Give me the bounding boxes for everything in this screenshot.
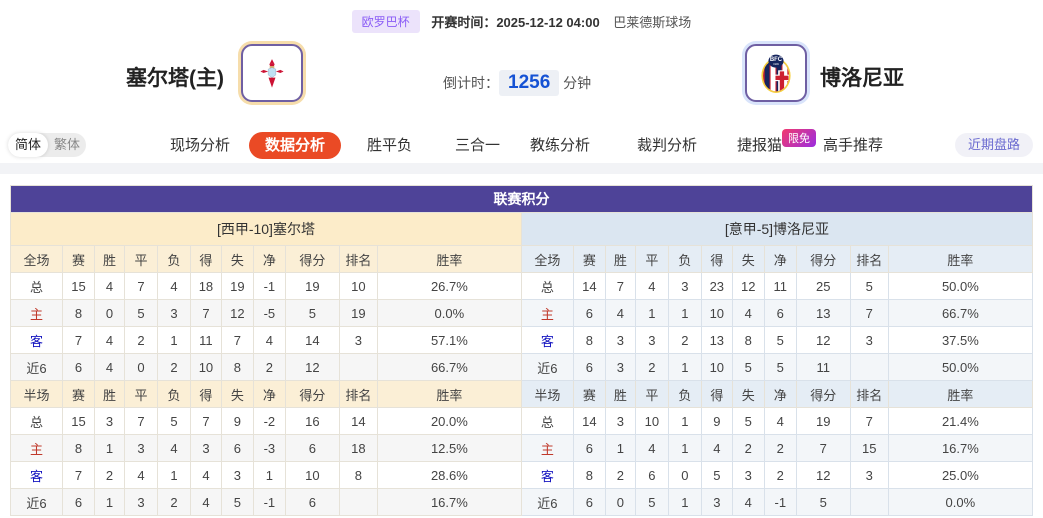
svg-text:1909: 1909 [773, 63, 779, 66]
svg-text:BFC: BFC [770, 57, 783, 63]
